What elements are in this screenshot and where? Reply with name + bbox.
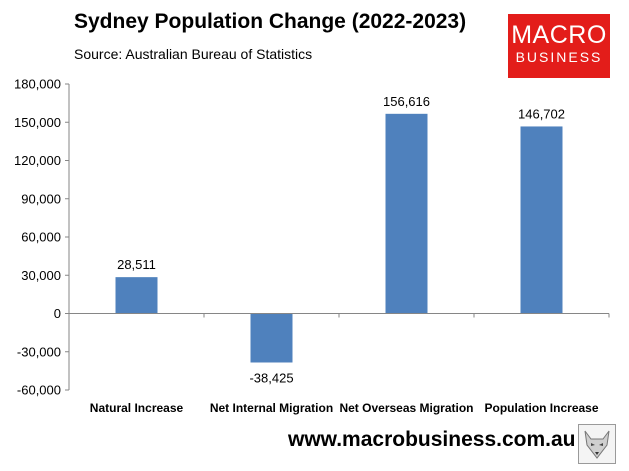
category-label: Population Increase (484, 401, 598, 415)
bars: 28,511 -38,425 156,616 146,702 (115, 94, 565, 385)
y-tick-label: 180,000 (14, 77, 61, 92)
data-label: 146,702 (518, 106, 565, 121)
data-label: 156,616 (383, 94, 430, 109)
data-label: 28,511 (117, 257, 156, 272)
fox-head-icon (578, 424, 616, 464)
chart-subtitle: Source: Australian Bureau of Statistics (74, 46, 313, 62)
x-axis: Natural Increase Net Internal Migration Ne… (68, 313, 610, 415)
logo-text-business: BUSINESS (515, 49, 603, 65)
y-tick-label: 90,000 (21, 191, 61, 206)
y-tick-label: 120,000 (14, 153, 61, 168)
data-label: -38,425 (249, 370, 293, 385)
category-label: Natural Increase (90, 401, 184, 415)
y-tick-label: 60,000 (21, 230, 61, 245)
category-label: Net Internal Migration (210, 401, 333, 415)
bar (250, 313, 293, 363)
bar (115, 277, 158, 314)
y-axis: 180,000 150,000 120,000 90,000 60,000 30,000 0… (14, 77, 70, 398)
category-label: Net Overseas Migration (339, 401, 473, 415)
bar (385, 113, 428, 314)
footer-url: www.macrobusiness.com.au (288, 428, 576, 451)
logo-text-macro: MACRO (511, 21, 607, 49)
y-tick-label: -60,000 (17, 383, 61, 398)
y-tick-label: 30,000 (21, 268, 61, 283)
y-tick-label: 0 (54, 306, 61, 321)
macrobusiness-logo: MACRO BUSINESS (508, 14, 610, 78)
y-tick-label: 150,000 (14, 115, 61, 130)
bar (520, 126, 563, 314)
chart-title: Sydney Population Change (2022-2023) (74, 10, 467, 33)
y-tick-label: -30,000 (17, 344, 61, 359)
